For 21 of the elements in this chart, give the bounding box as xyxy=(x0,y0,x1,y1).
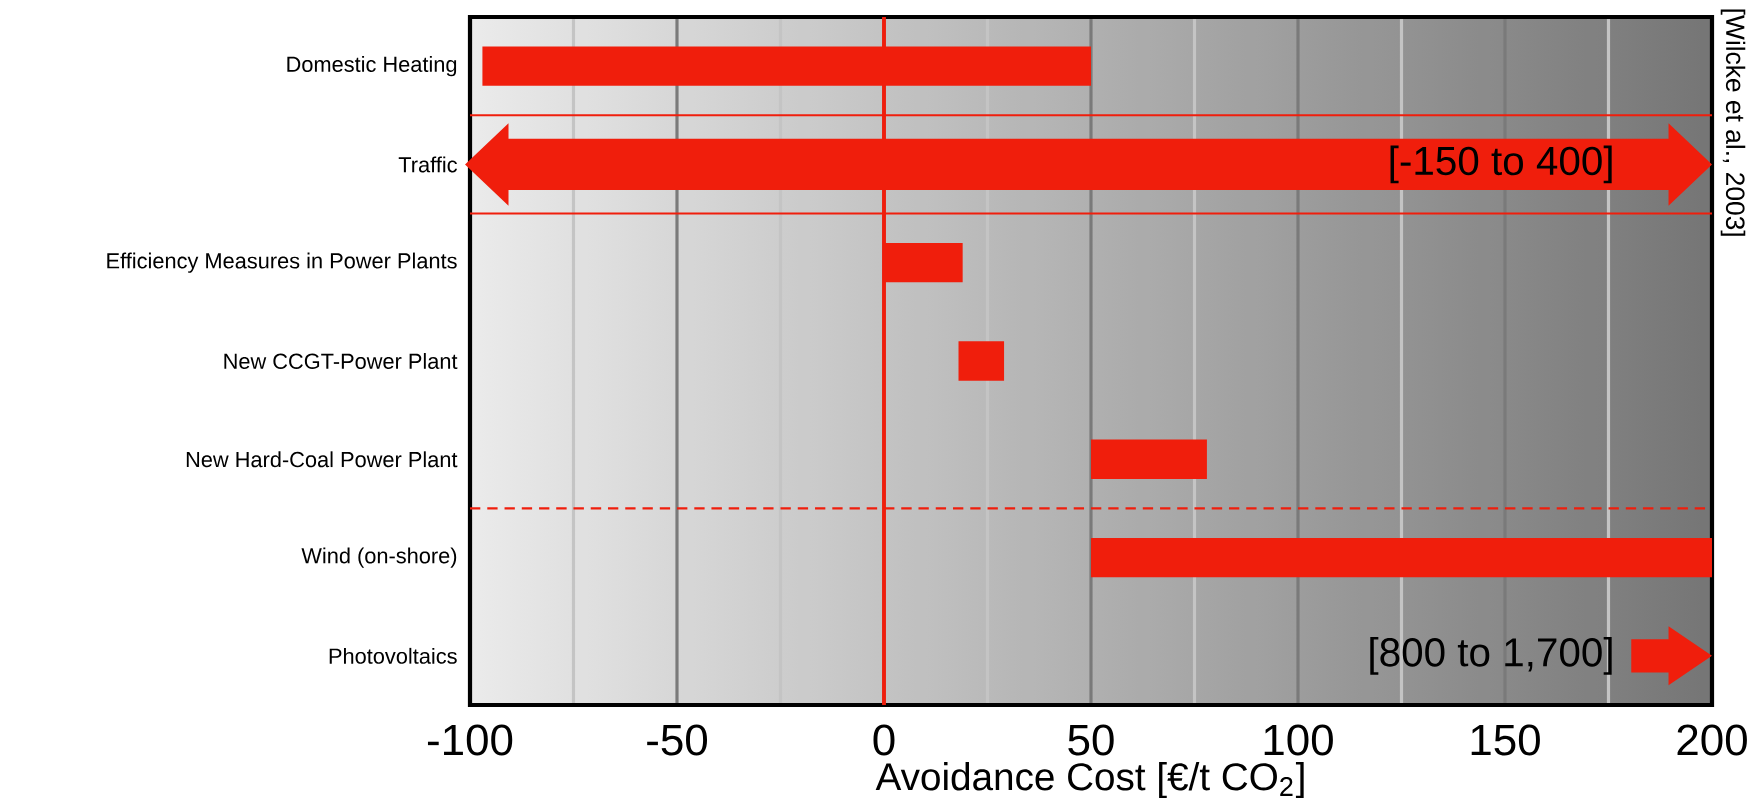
x-tick-label: 200 xyxy=(1677,724,1747,756)
x-tick-label: 50 xyxy=(1068,724,1114,756)
y-tick-label: Photovoltaics xyxy=(329,647,457,664)
y-tick-label: Wind (on-shore) xyxy=(301,547,457,568)
x-tick-label: 150 xyxy=(1471,724,1540,756)
bar xyxy=(958,341,1005,381)
x-tick-label: 100 xyxy=(1264,724,1333,756)
text: [Wilcke et al., 2003] xyxy=(1720,9,1746,236)
x-tick-label: -50 xyxy=(647,724,708,756)
text: [800 to 1,700] xyxy=(1370,637,1612,675)
y-tick-label: New CCGT-Power Plant xyxy=(224,353,458,369)
y-tick-label: Traffic xyxy=(398,156,457,173)
text: [-150 to 400] xyxy=(1390,145,1612,184)
y-tick-label: Domestic Heating xyxy=(287,56,457,77)
x-tick-label: -100 xyxy=(427,724,513,756)
x-axis-title: Avoidance Cost [€/t CO$_{2}$] xyxy=(875,762,1304,799)
y-tick-label: New Hard-Coal Power Plant xyxy=(186,451,458,468)
y-tick-label: Efficiency Measures in Power Plants xyxy=(107,252,457,273)
bar xyxy=(1091,439,1207,479)
bar xyxy=(1091,537,1712,578)
x-tick-label: 0 xyxy=(873,724,895,756)
